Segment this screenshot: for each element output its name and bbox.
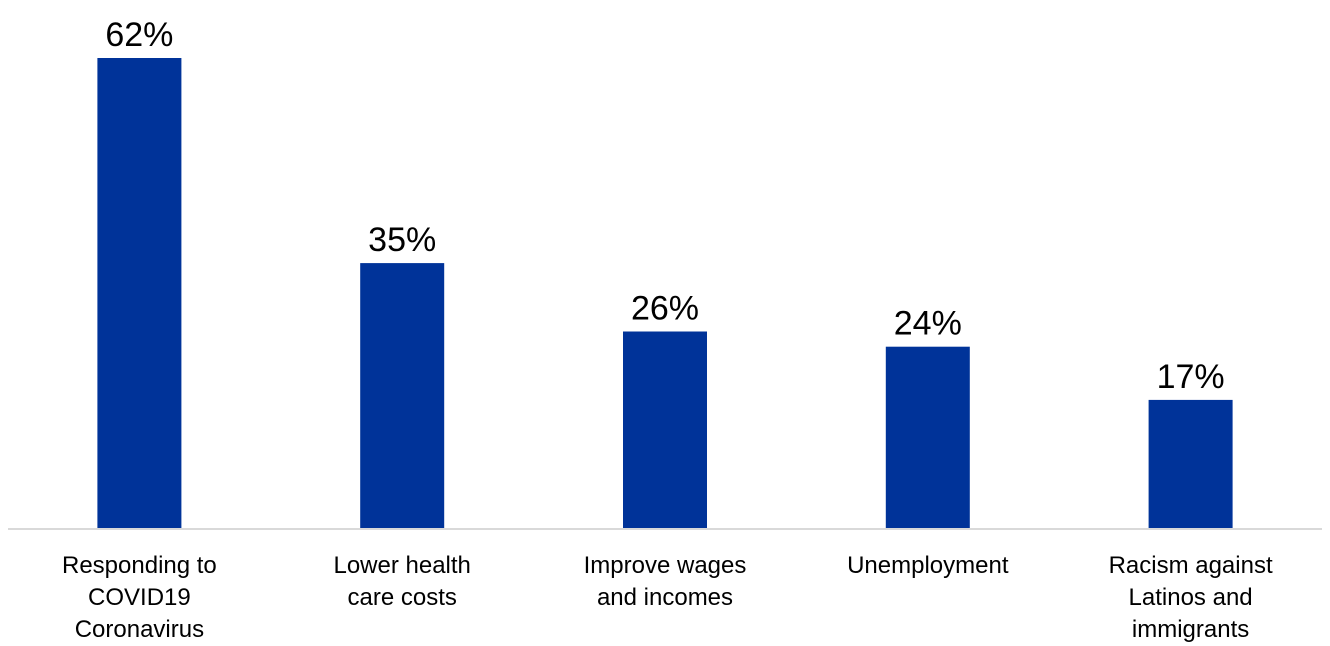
- value-label-2: 26%: [631, 290, 699, 328]
- bar-4: [1148, 399, 1233, 529]
- category-label-line: immigrants: [1132, 616, 1249, 643]
- category-label-line: care costs: [348, 584, 457, 611]
- value-label-1: 35%: [368, 221, 436, 259]
- category-label-line: Unemployment: [847, 552, 1009, 579]
- category-label-4: Racism against Latinos and immigrants: [1109, 552, 1273, 643]
- value-label-3: 24%: [894, 305, 962, 343]
- value-labels-layer: 62% 35% 26% 24% 17%: [105, 16, 1224, 396]
- category-label-line: Racism against: [1109, 552, 1273, 579]
- category-label-line: COVID19: [88, 584, 191, 611]
- value-label-0: 62%: [105, 16, 173, 54]
- category-label-line: Coronavirus: [75, 616, 204, 643]
- category-label-0: Responding to COVID19 Coronavirus: [62, 552, 217, 643]
- category-label-3: Unemployment: [847, 552, 1009, 579]
- category-labels-layer: Responding to COVID19 Coronavirus Lower hea…: [62, 552, 1273, 643]
- category-label-line: Latinos and: [1129, 584, 1253, 611]
- bars-layer: [97, 58, 1233, 529]
- category-label-line: Lower health: [333, 552, 470, 579]
- bar-3: [885, 346, 970, 529]
- bar-0: [97, 58, 182, 529]
- category-label-line: and incomes: [597, 584, 733, 611]
- category-label-line: Responding to: [62, 552, 217, 579]
- category-label-line: Improve wages: [584, 552, 747, 579]
- category-label-2: Improve wages and incomes: [584, 552, 747, 611]
- category-label-1: Lower health care costs: [333, 552, 470, 611]
- value-label-4: 17%: [1157, 358, 1225, 396]
- bar-2: [623, 331, 707, 529]
- bar-1: [360, 263, 445, 529]
